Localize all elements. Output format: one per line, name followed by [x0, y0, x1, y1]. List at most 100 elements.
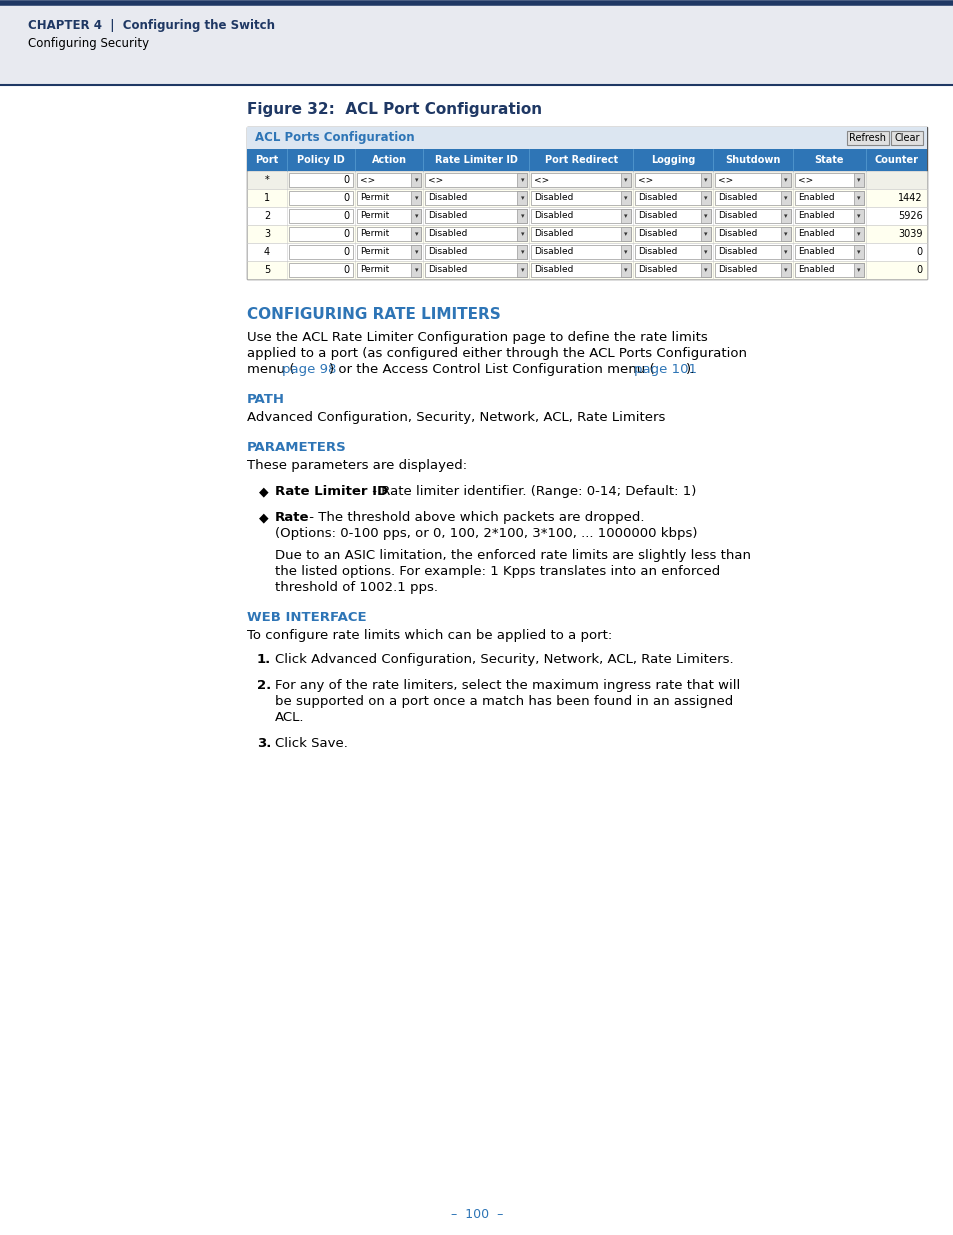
Bar [425, 209, 527, 224]
Bar [289, 173, 353, 186]
Bar [634, 263, 710, 277]
Bar [890, 131, 923, 144]
Text: ▾: ▾ [703, 231, 707, 237]
Bar [700, 191, 710, 205]
Bar [517, 245, 527, 259]
Text: Permit: Permit [360, 194, 389, 203]
Text: 0: 0 [343, 175, 349, 185]
Text: Disabled: Disabled [428, 266, 467, 274]
Text: ▾: ▾ [520, 212, 523, 219]
Text: ▾: ▾ [783, 212, 787, 219]
Bar [853, 209, 862, 224]
Text: ▾: ▾ [856, 249, 860, 254]
Text: ▾: ▾ [520, 267, 523, 273]
Bar [411, 227, 421, 241]
Bar [356, 227, 421, 241]
Text: Port Redirect: Port Redirect [544, 156, 617, 165]
Bar [425, 263, 527, 277]
Text: 0: 0 [343, 247, 349, 257]
Text: ◆: ◆ [258, 485, 269, 498]
Text: threshold of 1002.1 pps.: threshold of 1002.1 pps. [274, 580, 437, 594]
Text: Advanced Configuration, Security, Network, ACL, Rate Limiters: Advanced Configuration, Security, Networ… [247, 411, 664, 424]
Text: State: State [814, 156, 843, 165]
Text: ▾: ▾ [520, 231, 523, 237]
Bar [411, 263, 421, 277]
Text: ▾: ▾ [415, 231, 417, 237]
Text: Enabled: Enabled [797, 211, 834, 221]
Bar [411, 245, 421, 259]
Text: Disabled: Disabled [428, 230, 467, 238]
Bar [247, 243, 926, 261]
Text: ▾: ▾ [623, 177, 627, 183]
Text: 0: 0 [343, 266, 349, 275]
Bar [425, 227, 527, 241]
Bar [853, 263, 862, 277]
Text: PARAMETERS: PARAMETERS [247, 441, 346, 454]
Text: ▾: ▾ [415, 195, 417, 201]
Text: ).: ). [685, 363, 695, 375]
Text: Disabled: Disabled [638, 194, 677, 203]
Text: Due to an ASIC limitation, the enforced rate limits are slightly less than: Due to an ASIC limitation, the enforced … [274, 550, 750, 562]
Bar [247, 261, 926, 279]
Bar [620, 209, 630, 224]
Bar [425, 245, 527, 259]
Text: - Rate limiter identifier. (Range: 0-14; Default: 1): - Rate limiter identifier. (Range: 0-14;… [368, 485, 696, 498]
Text: Disabled: Disabled [638, 230, 677, 238]
Text: ▾: ▾ [783, 267, 787, 273]
Bar [700, 209, 710, 224]
Text: ▾: ▾ [520, 195, 523, 201]
Bar [531, 263, 630, 277]
Text: page 98: page 98 [282, 363, 336, 375]
Bar [411, 209, 421, 224]
Bar [794, 173, 862, 186]
Bar [714, 209, 790, 224]
Bar [853, 191, 862, 205]
Text: ▾: ▾ [415, 212, 417, 219]
Text: Use the ACL Rate Limiter Configuration page to define the rate limits: Use the ACL Rate Limiter Configuration p… [247, 331, 707, 345]
Text: 0: 0 [343, 228, 349, 240]
Bar [714, 191, 790, 205]
Text: ▾: ▾ [856, 177, 860, 183]
Text: <>: <> [428, 175, 443, 184]
Text: 2.: 2. [256, 679, 271, 692]
Bar [700, 227, 710, 241]
Text: Disabled: Disabled [534, 194, 573, 203]
Text: Disabled: Disabled [717, 266, 757, 274]
Text: Policy ID: Policy ID [297, 156, 345, 165]
Text: - The threshold above which packets are dropped.: - The threshold above which packets are … [305, 511, 644, 524]
Text: ▾: ▾ [856, 195, 860, 201]
Text: 0: 0 [916, 266, 923, 275]
Bar [781, 245, 790, 259]
Text: 2: 2 [264, 211, 270, 221]
Bar [700, 245, 710, 259]
Text: Disabled: Disabled [638, 266, 677, 274]
Text: Disabled: Disabled [717, 211, 757, 221]
Text: Disabled: Disabled [717, 247, 757, 257]
Text: applied to a port (as configured either through the ACL Ports Configuration: applied to a port (as configured either … [247, 347, 746, 359]
Text: Rate Limiter ID: Rate Limiter ID [435, 156, 517, 165]
Text: 5: 5 [264, 266, 270, 275]
Bar [517, 209, 527, 224]
Text: Logging: Logging [650, 156, 695, 165]
Text: Enabled: Enabled [797, 230, 834, 238]
Text: 4: 4 [264, 247, 270, 257]
Text: To configure rate limits which can be applied to a port:: To configure rate limits which can be ap… [247, 629, 612, 642]
Text: ▾: ▾ [520, 177, 523, 183]
Bar [356, 245, 421, 259]
Bar [634, 245, 710, 259]
Text: Disabled: Disabled [534, 211, 573, 221]
Text: ▾: ▾ [856, 231, 860, 237]
Text: 1442: 1442 [898, 193, 923, 203]
Bar [247, 149, 926, 170]
Text: ▾: ▾ [783, 249, 787, 254]
Text: Disabled: Disabled [717, 230, 757, 238]
Text: Enabled: Enabled [797, 247, 834, 257]
Text: <>: <> [797, 175, 812, 184]
Text: ▾: ▾ [783, 195, 787, 201]
Text: ▾: ▾ [856, 212, 860, 219]
Text: Permit: Permit [360, 230, 389, 238]
Text: <>: <> [534, 175, 549, 184]
Text: Refresh: Refresh [848, 133, 885, 143]
Text: For any of the rate limiters, select the maximum ingress rate that will: For any of the rate limiters, select the… [274, 679, 740, 692]
Bar [517, 191, 527, 205]
